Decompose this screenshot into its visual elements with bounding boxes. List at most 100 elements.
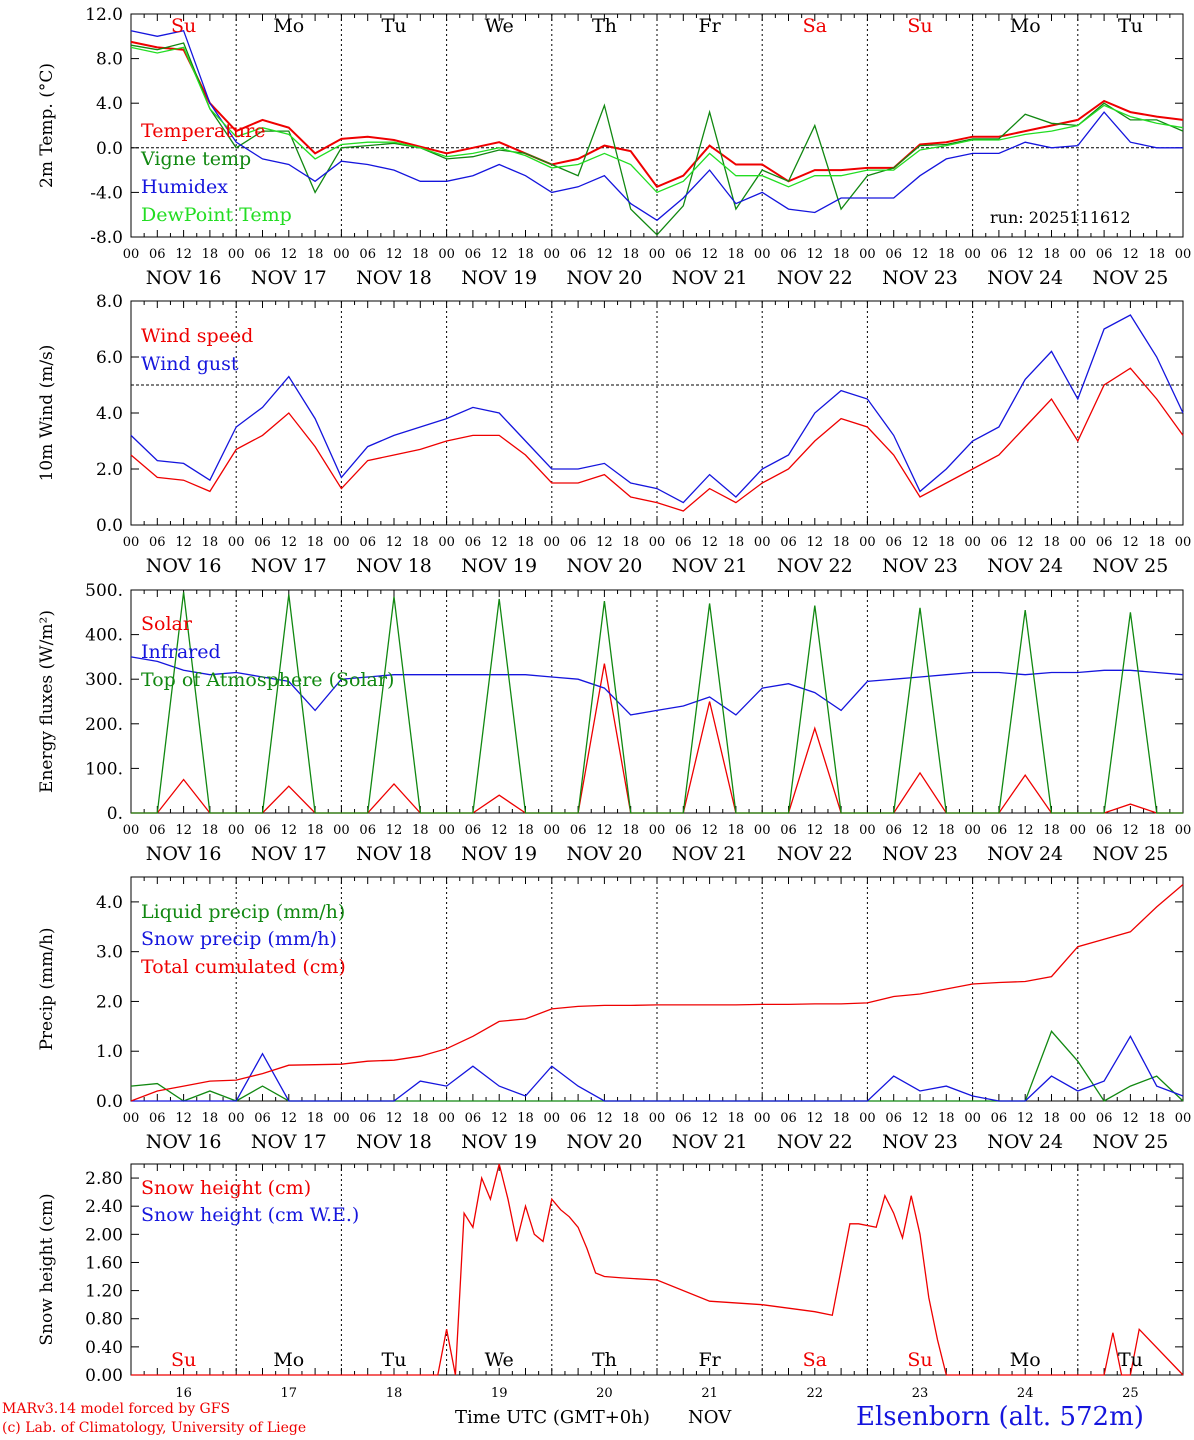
date-label: NOV 21 bbox=[672, 843, 748, 865]
hour-label: 18 bbox=[412, 823, 429, 838]
hour-label: 06 bbox=[1096, 535, 1113, 550]
hour-label: 06 bbox=[991, 823, 1008, 838]
day-number: 25 bbox=[1122, 1386, 1139, 1401]
y-tick-label: 3.0 bbox=[96, 943, 123, 963]
date-label: NOV 17 bbox=[251, 555, 327, 577]
date-label: NOV 25 bbox=[1092, 843, 1168, 865]
hour-label: 00 bbox=[964, 247, 981, 262]
hour-label: 18 bbox=[622, 247, 639, 262]
hour-label: 18 bbox=[1148, 823, 1165, 838]
series-temperature bbox=[130, 40, 1184, 189]
hour-label: 06 bbox=[465, 1111, 482, 1126]
hour-label: 18 bbox=[622, 823, 639, 838]
date-label: NOV 20 bbox=[566, 1131, 642, 1153]
hour-label: 18 bbox=[202, 1111, 219, 1126]
hour-label: 12 bbox=[386, 1111, 403, 1126]
hour-label: 06 bbox=[1096, 823, 1113, 838]
hour-label: 00 bbox=[649, 247, 666, 262]
hour-label: 06 bbox=[254, 823, 271, 838]
day-number: 17 bbox=[281, 1386, 298, 1401]
hour-label: 12 bbox=[596, 535, 613, 550]
hour-label: 00 bbox=[964, 1111, 981, 1126]
weekday-label: Su bbox=[907, 15, 932, 37]
date-label: NOV 22 bbox=[777, 267, 853, 289]
hour-label: 00 bbox=[859, 823, 876, 838]
hour-label: 00 bbox=[438, 1111, 455, 1126]
series-snow-precip-mm-h- bbox=[131, 1034, 1184, 1102]
y-tick-label: 1.0 bbox=[96, 1042, 123, 1062]
hour-label: 00 bbox=[544, 535, 561, 550]
date-label: NOV 20 bbox=[566, 843, 642, 865]
hour-label: 12 bbox=[701, 1111, 718, 1126]
hour-label: 00 bbox=[123, 823, 140, 838]
hour-label: 00 bbox=[333, 823, 350, 838]
series-infrared bbox=[130, 656, 1184, 716]
hour-label: 12 bbox=[807, 1111, 824, 1126]
date-label: NOV 16 bbox=[146, 1131, 222, 1153]
hour-label: 00 bbox=[228, 247, 245, 262]
series-wind-speed bbox=[130, 367, 1184, 512]
hour-label: 12 bbox=[912, 535, 929, 550]
date-label: NOV 16 bbox=[146, 555, 222, 577]
hour-label: 06 bbox=[359, 247, 376, 262]
date-label: NOV 25 bbox=[1092, 267, 1168, 289]
hour-label: 12 bbox=[596, 823, 613, 838]
date-label: NOV 21 bbox=[672, 267, 748, 289]
hour-label: 06 bbox=[1096, 247, 1113, 262]
hour-label: 18 bbox=[202, 823, 219, 838]
hour-label: 00 bbox=[228, 1111, 245, 1126]
hour-label: 06 bbox=[780, 823, 797, 838]
date-label: NOV 20 bbox=[566, 267, 642, 289]
hour-label: 12 bbox=[175, 247, 192, 262]
hour-label: 00 bbox=[1070, 823, 1087, 838]
hour-label: 18 bbox=[938, 535, 955, 550]
day-number: 16 bbox=[175, 1386, 192, 1401]
date-label: NOV 19 bbox=[461, 843, 537, 865]
date-label: NOV 18 bbox=[356, 267, 432, 289]
legend-snow-precip-mm-h-: Snow precip (mm/h) bbox=[141, 928, 337, 950]
hour-label: 00 bbox=[228, 535, 245, 550]
hour-label: 00 bbox=[1070, 247, 1087, 262]
hour-label: 00 bbox=[333, 247, 350, 262]
hour-label: 00 bbox=[754, 247, 771, 262]
hour-label: 12 bbox=[701, 535, 718, 550]
hour-label: 06 bbox=[359, 535, 376, 550]
date-label: NOV 19 bbox=[461, 267, 537, 289]
legend-wind-speed: Wind speed bbox=[141, 325, 253, 347]
y-tick-label: 2.40 bbox=[85, 1197, 123, 1217]
hour-label: 12 bbox=[175, 535, 192, 550]
y-tick-label: 0.0 bbox=[96, 1092, 123, 1112]
hour-label: 18 bbox=[412, 535, 429, 550]
hour-label: 12 bbox=[596, 1111, 613, 1126]
y-axis-label: Energy fluxes (W/m²) bbox=[37, 610, 57, 793]
date-label: NOV 17 bbox=[251, 267, 327, 289]
series-snow-height-cm- bbox=[131, 1163, 1184, 1376]
hour-label: 12 bbox=[1017, 535, 1034, 550]
hour-label: 00 bbox=[1175, 535, 1192, 550]
y-tick-label: 0.40 bbox=[85, 1338, 123, 1358]
date-label: NOV 17 bbox=[251, 1131, 327, 1153]
legend-temperature: Temperature bbox=[141, 120, 265, 142]
weekday-label: Th bbox=[592, 15, 617, 37]
hour-label: 00 bbox=[649, 823, 666, 838]
weekday-label: Th bbox=[592, 1349, 617, 1371]
legend-dewpoint-temp: DewPoint Temp bbox=[141, 204, 292, 226]
y-axis-label: Snow height (cm) bbox=[37, 1193, 57, 1345]
date-label: NOV 23 bbox=[882, 1131, 958, 1153]
hour-label: 18 bbox=[1148, 1111, 1165, 1126]
hour-label: 12 bbox=[807, 535, 824, 550]
weekday-label: We bbox=[485, 15, 514, 37]
hour-label: 18 bbox=[1148, 247, 1165, 262]
hour-label: 00 bbox=[544, 823, 561, 838]
hour-label: 00 bbox=[333, 535, 350, 550]
hour-label: 18 bbox=[517, 535, 534, 550]
hour-label: 00 bbox=[438, 247, 455, 262]
hour-label: 00 bbox=[754, 1111, 771, 1126]
hour-label: 18 bbox=[1043, 1111, 1060, 1126]
hour-label: 00 bbox=[123, 1111, 140, 1126]
hour-label: 18 bbox=[517, 1111, 534, 1126]
panel-3 bbox=[130, 589, 1184, 814]
hour-label: 12 bbox=[175, 823, 192, 838]
hour-label: 06 bbox=[149, 1111, 166, 1126]
panel-2 bbox=[130, 300, 1184, 526]
